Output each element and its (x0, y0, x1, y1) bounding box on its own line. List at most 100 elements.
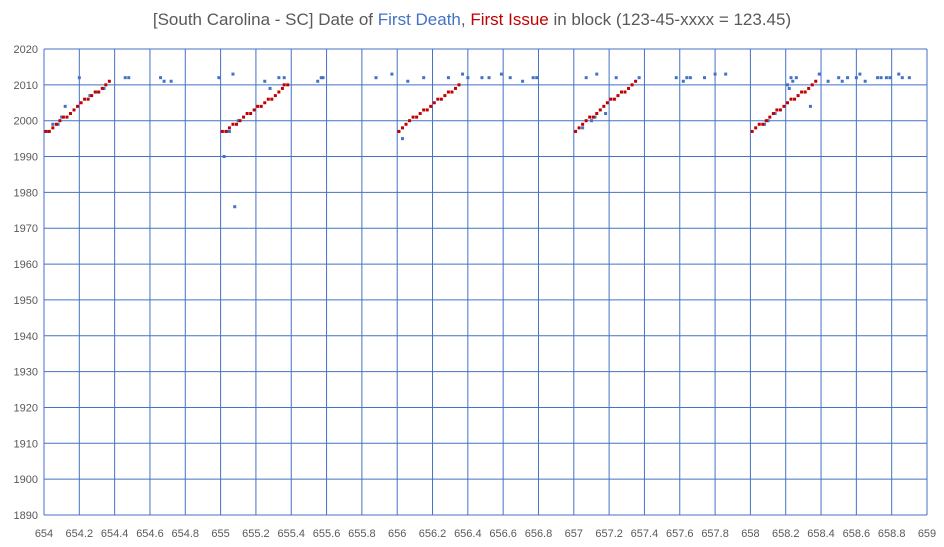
first-death-point (390, 72, 394, 76)
first-issue-point (789, 97, 793, 101)
first-death-point (794, 76, 798, 80)
first-issue-point (227, 126, 231, 130)
first-death-point (846, 76, 850, 80)
first-death-point (888, 76, 892, 80)
first-issue-point (803, 90, 807, 94)
first-issue-point (65, 115, 69, 119)
first-death-point (268, 86, 272, 90)
first-issue-point (810, 83, 814, 87)
first-issue-point (768, 115, 772, 119)
first-death-point (226, 129, 230, 133)
first-death-point (316, 79, 320, 83)
first-issue-point (800, 90, 804, 94)
first-death-point (674, 76, 678, 80)
first-death-point (282, 76, 286, 80)
first-issue-point (76, 104, 80, 108)
data-points (44, 72, 911, 209)
first-issue-point (263, 101, 267, 105)
first-issue-point (234, 122, 238, 126)
first-death-point (637, 76, 641, 80)
title-prefix: [South Carolina - SC] Date of (152, 10, 378, 29)
first-death-point (858, 72, 862, 76)
first-issue-point (439, 97, 443, 101)
first-death-point (422, 76, 426, 80)
first-issue-point (415, 115, 419, 119)
y-tick-label: 1910 (14, 438, 38, 450)
first-death-point (535, 76, 539, 80)
first-death-point (127, 76, 131, 80)
first-issue-point (86, 97, 90, 101)
first-death-point (123, 76, 127, 80)
first-death-point (685, 76, 689, 80)
x-tick-label: 654.8 (172, 528, 200, 540)
y-tick-label: 1990 (14, 152, 38, 164)
first-death-point (900, 76, 904, 80)
x-tick-label: 657.2 (595, 528, 623, 540)
y-tick-label: 1980 (14, 187, 38, 199)
first-death-point (681, 79, 685, 83)
first-death-point (614, 76, 618, 80)
first-issue-point (619, 90, 623, 94)
first-issue-point (595, 112, 599, 116)
first-issue-point (418, 112, 422, 116)
first-death-point (277, 76, 281, 80)
x-tick-label: 658 (741, 528, 759, 540)
first-death-point (789, 76, 793, 80)
first-issue-point (436, 97, 440, 101)
first-death-point (826, 79, 830, 83)
first-death-point (593, 115, 597, 119)
first-death-point (374, 76, 378, 80)
first-death-point (521, 79, 525, 83)
x-tick-label: 655.6 (313, 528, 341, 540)
x-axis-tick-labels: 654 654.2 654.4 654.6 654.8 655 655.2 655.4 655.… (35, 528, 936, 540)
first-issue-point (61, 115, 65, 119)
first-issue-point (598, 108, 602, 112)
x-tick-label: 654.6 (136, 528, 164, 540)
first-death-point (466, 76, 470, 80)
first-death-point (77, 76, 81, 80)
first-death-point (56, 122, 60, 126)
first-death-point (321, 76, 325, 80)
first-death-point (863, 79, 867, 83)
first-issue-point (605, 101, 609, 105)
first-issue-point (584, 119, 588, 123)
first-death-point (808, 104, 812, 108)
y-tick-label: 1920 (14, 402, 38, 414)
first-issue-point (100, 86, 104, 90)
first-issue-point (457, 83, 461, 87)
first-issue-point (256, 104, 260, 108)
first-issue-point (453, 86, 457, 90)
first-issue-point (104, 83, 108, 87)
first-death-point (63, 104, 67, 108)
first-death-point (766, 119, 770, 123)
first-issue-point (408, 119, 412, 123)
first-issue-point (286, 83, 290, 87)
first-death-point (461, 72, 465, 76)
first-issue-point (97, 90, 101, 94)
first-death-point (162, 79, 166, 83)
y-tick-label: 2020 (14, 44, 38, 56)
first-death-point (604, 112, 608, 116)
first-death-point (713, 72, 717, 76)
first-issue-point (404, 122, 408, 126)
first-issue-point (814, 79, 818, 83)
first-death-point (584, 76, 588, 80)
first-death-point (499, 72, 503, 76)
first-issue-point (750, 129, 754, 133)
first-death-point (487, 76, 491, 80)
first-issue-point (616, 94, 620, 98)
title-first-death: First Death (377, 10, 461, 29)
first-issue-point (591, 115, 595, 119)
first-issue-point (90, 94, 94, 98)
first-death-point (406, 79, 410, 83)
first-issue-point (796, 94, 800, 98)
x-tick-label: 656.2 (419, 528, 447, 540)
x-tick-label: 658.6 (843, 528, 871, 540)
first-issue-point (249, 112, 253, 116)
first-issue-point (277, 90, 281, 94)
x-tick-label: 655.2 (242, 528, 270, 540)
first-death-point (879, 76, 883, 80)
first-death-point (236, 119, 240, 123)
first-death-point (840, 79, 844, 83)
